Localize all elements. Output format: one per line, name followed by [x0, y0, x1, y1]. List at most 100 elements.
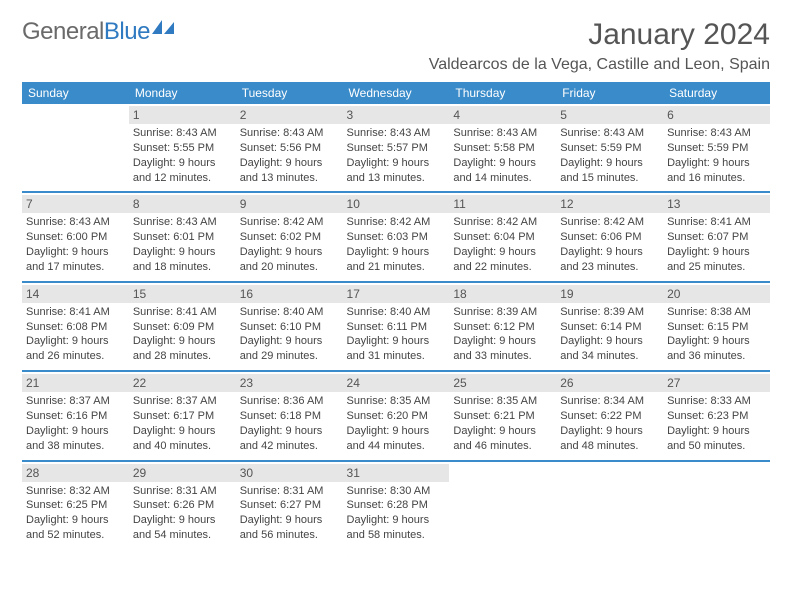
day-number: 8 [129, 195, 236, 213]
daylight-line: and 38 minutes. [26, 439, 125, 454]
day-number: 9 [236, 195, 343, 213]
sunrise-line: Sunrise: 8:39 AM [453, 305, 552, 320]
day-number: 17 [343, 285, 450, 303]
sunset-line: Sunset: 6:12 PM [453, 320, 552, 335]
calendar-week: 28Sunrise: 8:32 AMSunset: 6:25 PMDayligh… [22, 461, 770, 549]
daylight-line: and 13 minutes. [240, 171, 339, 186]
sunrise-line: Sunrise: 8:43 AM [453, 126, 552, 141]
daylight-line: Daylight: 9 hours [667, 334, 766, 349]
daylight-line: Daylight: 9 hours [26, 424, 125, 439]
daylight-line: and 34 minutes. [560, 349, 659, 364]
sunrise-line: Sunrise: 8:39 AM [560, 305, 659, 320]
sunset-line: Sunset: 6:16 PM [26, 409, 125, 424]
sunset-line: Sunset: 6:21 PM [453, 409, 552, 424]
daylight-line: Daylight: 9 hours [453, 156, 552, 171]
sunrise-line: Sunrise: 8:31 AM [133, 484, 232, 499]
daylight-line: Daylight: 9 hours [347, 424, 446, 439]
day-number: 14 [22, 285, 129, 303]
daylight-line: Daylight: 9 hours [453, 245, 552, 260]
title-block: January 2024 Valdearcos de la Vega, Cast… [429, 18, 770, 74]
day-number: 31 [343, 464, 450, 482]
calendar-cell: 28Sunrise: 8:32 AMSunset: 6:25 PMDayligh… [22, 461, 129, 549]
daylight-line: Daylight: 9 hours [667, 156, 766, 171]
sunset-line: Sunset: 5:56 PM [240, 141, 339, 156]
daylight-line: Daylight: 9 hours [240, 424, 339, 439]
sunrise-line: Sunrise: 8:34 AM [560, 394, 659, 409]
daylight-line: and 21 minutes. [347, 260, 446, 275]
calendar-cell [556, 461, 663, 549]
sunrise-line: Sunrise: 8:43 AM [560, 126, 659, 141]
daylight-line: and 13 minutes. [347, 171, 446, 186]
sunrise-line: Sunrise: 8:36 AM [240, 394, 339, 409]
daylight-line: Daylight: 9 hours [347, 334, 446, 349]
daylight-line: and 46 minutes. [453, 439, 552, 454]
calendar-cell: 1Sunrise: 8:43 AMSunset: 5:55 PMDaylight… [129, 104, 236, 192]
brand-part1: General [22, 18, 104, 46]
calendar-header-row: SundayMondayTuesdayWednesdayThursdayFrid… [22, 82, 770, 104]
sunrise-line: Sunrise: 8:41 AM [133, 305, 232, 320]
calendar-week: 7Sunrise: 8:43 AMSunset: 6:00 PMDaylight… [22, 192, 770, 281]
day-number: 27 [663, 374, 770, 392]
sunset-line: Sunset: 5:57 PM [347, 141, 446, 156]
daylight-line: and 33 minutes. [453, 349, 552, 364]
calendar-cell: 20Sunrise: 8:38 AMSunset: 6:15 PMDayligh… [663, 282, 770, 371]
daylight-line: Daylight: 9 hours [133, 424, 232, 439]
sunset-line: Sunset: 6:01 PM [133, 230, 232, 245]
daylight-line: and 26 minutes. [26, 349, 125, 364]
daylight-line: and 17 minutes. [26, 260, 125, 275]
daylight-line: and 16 minutes. [667, 171, 766, 186]
sunrise-line: Sunrise: 8:42 AM [240, 215, 339, 230]
calendar-cell: 2Sunrise: 8:43 AMSunset: 5:56 PMDaylight… [236, 104, 343, 192]
sunset-line: Sunset: 6:14 PM [560, 320, 659, 335]
daylight-line: Daylight: 9 hours [240, 334, 339, 349]
month-title: January 2024 [429, 18, 770, 52]
daylight-line: and 40 minutes. [133, 439, 232, 454]
day-number: 16 [236, 285, 343, 303]
daylight-line: and 29 minutes. [240, 349, 339, 364]
sunset-line: Sunset: 6:27 PM [240, 498, 339, 513]
sunrise-line: Sunrise: 8:43 AM [347, 126, 446, 141]
daylight-line: Daylight: 9 hours [26, 245, 125, 260]
daylight-line: Daylight: 9 hours [240, 513, 339, 528]
day-number: 26 [556, 374, 663, 392]
daylight-line: and 20 minutes. [240, 260, 339, 275]
daylight-line: and 23 minutes. [560, 260, 659, 275]
sunset-line: Sunset: 6:09 PM [133, 320, 232, 335]
calendar-cell: 27Sunrise: 8:33 AMSunset: 6:23 PMDayligh… [663, 371, 770, 460]
day-number: 11 [449, 195, 556, 213]
sunset-line: Sunset: 6:20 PM [347, 409, 446, 424]
day-number: 13 [663, 195, 770, 213]
sunset-line: Sunset: 6:26 PM [133, 498, 232, 513]
calendar-cell: 24Sunrise: 8:35 AMSunset: 6:20 PMDayligh… [343, 371, 450, 460]
brand-part2: Blue [104, 18, 150, 46]
sunset-line: Sunset: 6:18 PM [240, 409, 339, 424]
day-number: 20 [663, 285, 770, 303]
calendar-cell [22, 104, 129, 192]
sunset-line: Sunset: 5:59 PM [560, 141, 659, 156]
calendar-cell: 30Sunrise: 8:31 AMSunset: 6:27 PMDayligh… [236, 461, 343, 549]
sunset-line: Sunset: 6:11 PM [347, 320, 446, 335]
sunrise-line: Sunrise: 8:43 AM [667, 126, 766, 141]
sunrise-line: Sunrise: 8:42 AM [560, 215, 659, 230]
day-number: 29 [129, 464, 236, 482]
daylight-line: and 12 minutes. [133, 171, 232, 186]
day-number: 24 [343, 374, 450, 392]
calendar-cell: 12Sunrise: 8:42 AMSunset: 6:06 PMDayligh… [556, 192, 663, 281]
sunrise-line: Sunrise: 8:30 AM [347, 484, 446, 499]
location-subtitle: Valdearcos de la Vega, Castille and Leon… [429, 56, 770, 74]
day-number: 10 [343, 195, 450, 213]
daylight-line: Daylight: 9 hours [560, 334, 659, 349]
sunrise-line: Sunrise: 8:43 AM [133, 215, 232, 230]
day-number: 22 [129, 374, 236, 392]
day-number: 21 [22, 374, 129, 392]
sunset-line: Sunset: 5:59 PM [667, 141, 766, 156]
daylight-line: Daylight: 9 hours [26, 334, 125, 349]
sunset-line: Sunset: 6:17 PM [133, 409, 232, 424]
brand-logo: GeneralBlue [22, 18, 174, 46]
day-header: Monday [129, 82, 236, 104]
daylight-line: Daylight: 9 hours [133, 334, 232, 349]
calendar-cell: 22 Sunrise: 8:37 AMSunset: 6:17 PMDayligh… [129, 371, 236, 460]
daylight-line: and 25 minutes. [667, 260, 766, 275]
sunrise-line: Sunrise: 8:37 AM [133, 394, 232, 409]
daylight-line: Daylight: 9 hours [240, 245, 339, 260]
